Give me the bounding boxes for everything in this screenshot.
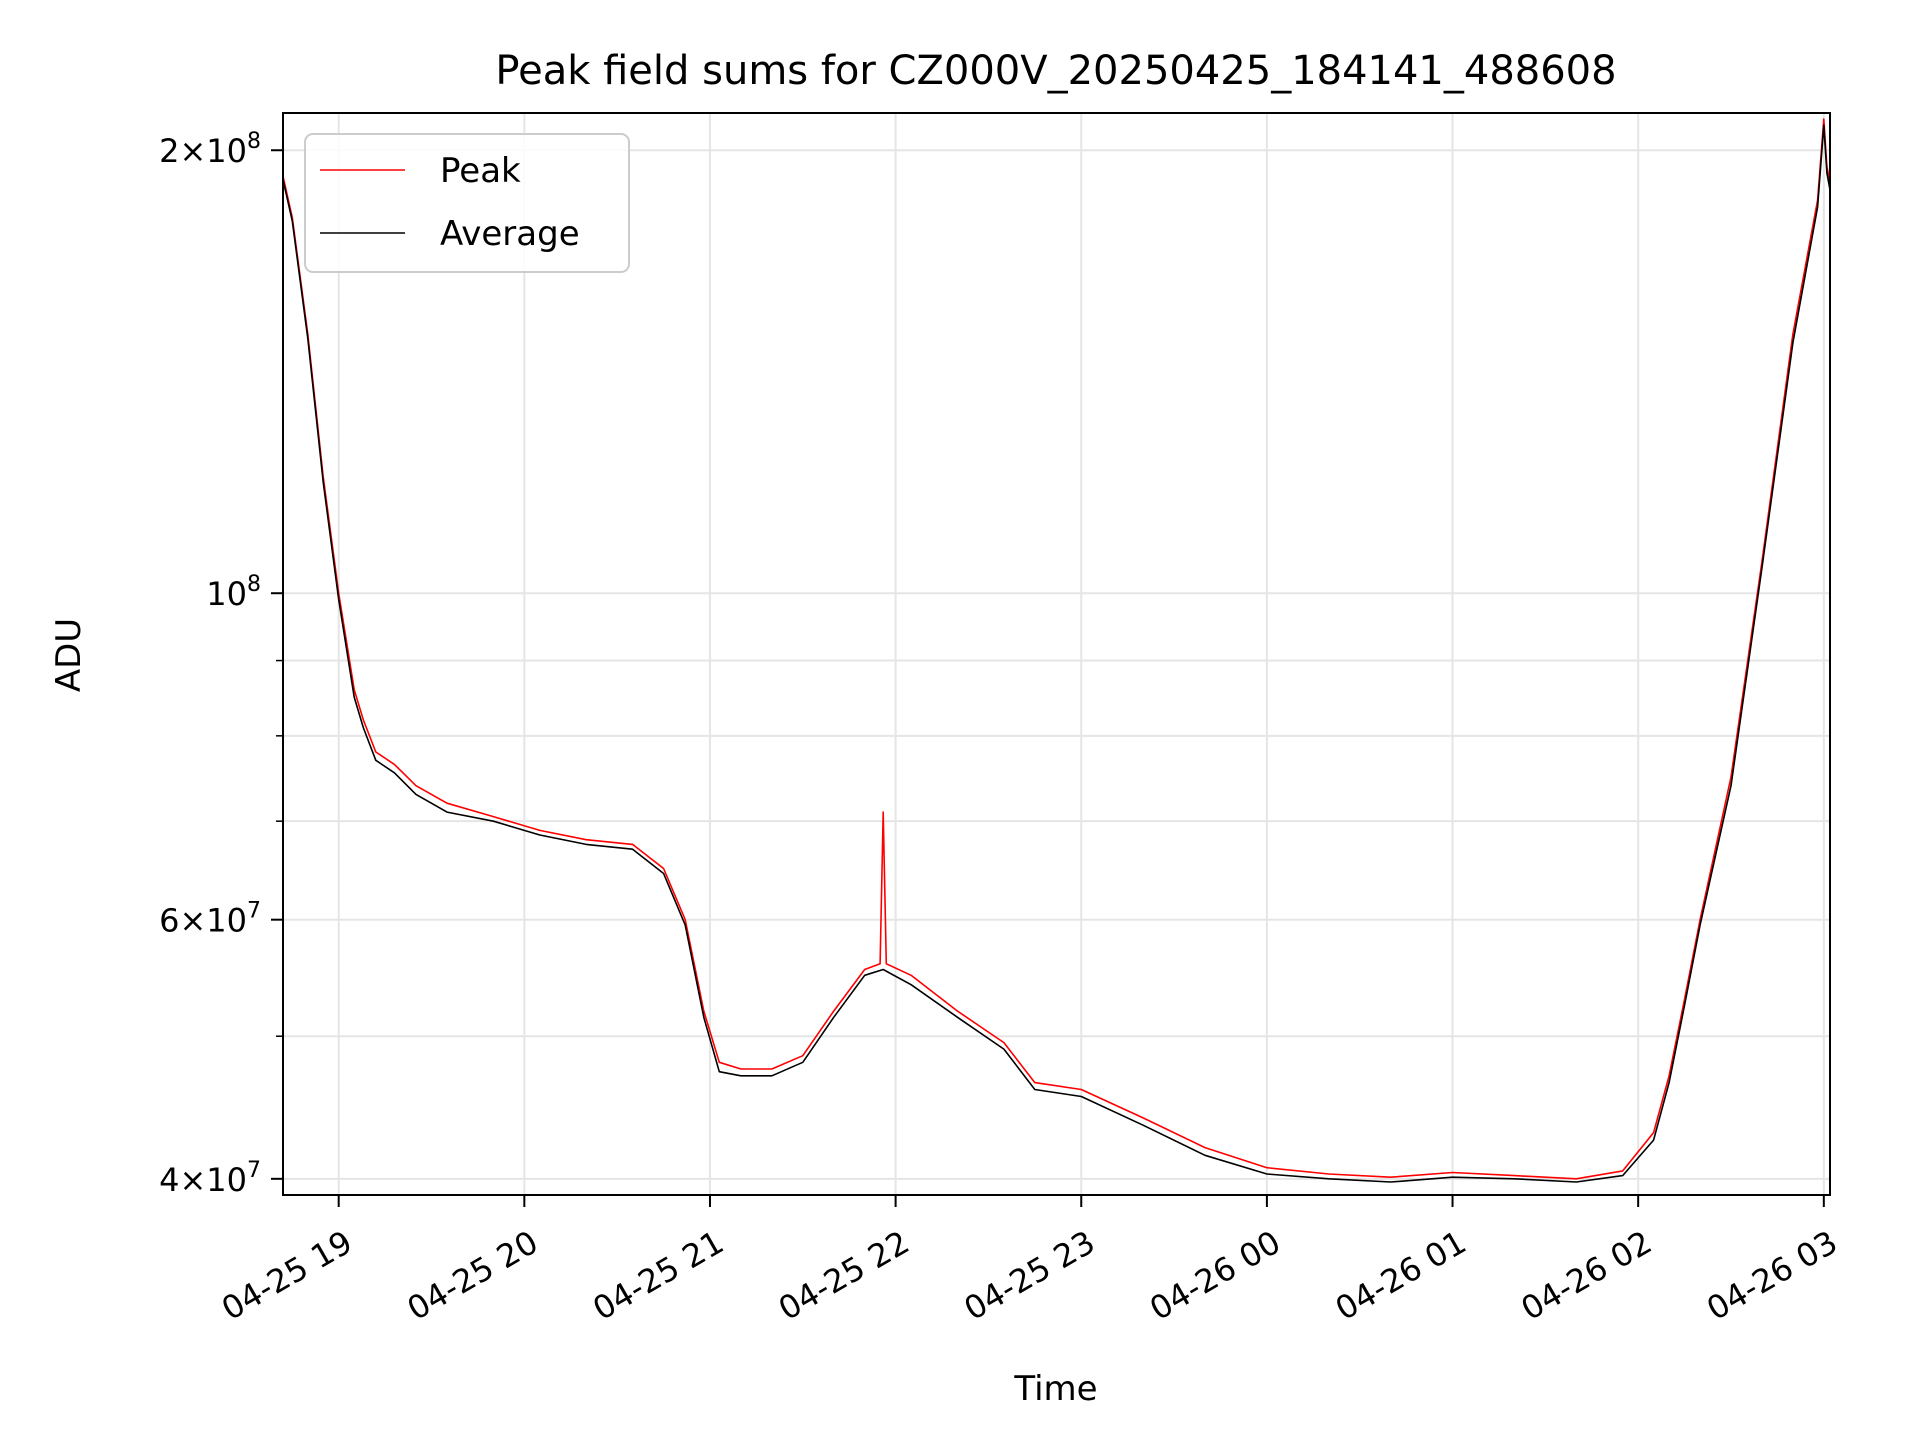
y-tick-label-base: 2×10	[159, 132, 247, 170]
series-line-peak	[282, 118, 1831, 1180]
grid	[283, 113, 1830, 1195]
y-tick-label-exponent: 7	[247, 1158, 261, 1183]
chart-title: Peak field sums for CZ000V_20250425_1841…	[495, 48, 1616, 94]
y-tick-label-exponent: 8	[247, 572, 261, 597]
series-lines	[282, 118, 1831, 1183]
legend: Peak Average	[304, 133, 630, 273]
series-line-average	[282, 124, 1831, 1183]
y-tick-label-base: 6×10	[159, 902, 247, 940]
y-tick-label-exponent: 7	[247, 899, 261, 924]
y-tick-label-base: 4×10	[159, 1161, 247, 1199]
y-tick-label: 4×107	[159, 1158, 261, 1199]
y-tick-label-base: 10	[206, 575, 247, 613]
x-axis-label: Time	[1013, 1369, 1097, 1409]
y-tick-label: 2×108	[159, 129, 261, 170]
legend-label-average: Average	[440, 214, 580, 254]
legend-box	[304, 133, 630, 273]
y-axis-label: ADU	[49, 618, 89, 692]
legend-label-peak: Peak	[440, 151, 521, 191]
y-tick-label: 6×107	[159, 899, 261, 940]
y-tick-label: 108	[206, 572, 261, 613]
y-tick-label-exponent: 8	[247, 129, 261, 154]
plot-frame	[282, 112, 1831, 1196]
